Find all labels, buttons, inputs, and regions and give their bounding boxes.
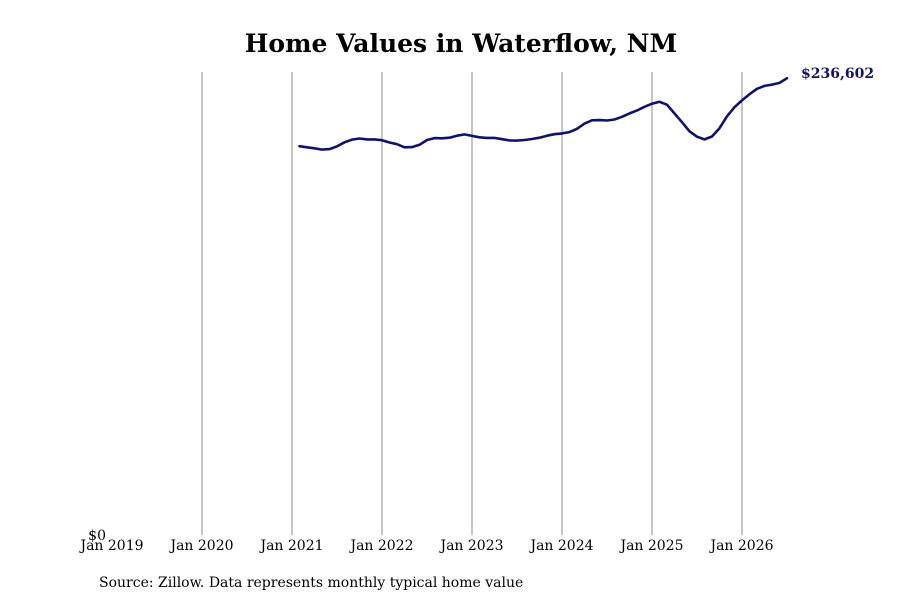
data-point (606, 119, 608, 122)
data-point (501, 138, 503, 141)
x-tick-label: Jan 2025 (618, 538, 683, 554)
data-point (306, 146, 308, 149)
data-point (733, 106, 736, 109)
data-point (561, 132, 563, 135)
data-point (681, 121, 683, 124)
data-point (553, 133, 556, 136)
data-point (763, 84, 766, 87)
vertical-gridlines (201, 72, 743, 535)
data-point (366, 138, 368, 141)
x-tick-label: Jan 2023 (438, 538, 503, 554)
data-point (598, 119, 601, 122)
data-point (403, 146, 406, 149)
data-point (756, 87, 758, 90)
x-tick-label: Jan 2026 (708, 538, 773, 554)
x-tick-label: Jan 2024 (528, 538, 593, 554)
data-point (583, 122, 586, 125)
data-point (298, 145, 301, 148)
data-point (531, 138, 533, 140)
data-point (621, 115, 623, 118)
chart-title: Home Values in Waterflow, NM (245, 29, 677, 58)
data-point (636, 109, 638, 112)
data-point (651, 102, 653, 105)
data-point (718, 127, 721, 130)
data-point (493, 136, 496, 139)
x-tick-label: Jan 2021 (258, 538, 323, 554)
data-point (591, 119, 593, 122)
data-point (771, 83, 773, 86)
series-layer (298, 76, 789, 151)
x-tick-label: Jan 2019 (78, 538, 143, 554)
data-point (673, 112, 676, 115)
data-point (696, 135, 698, 138)
data-point (396, 143, 398, 146)
data-point (328, 148, 331, 151)
data-point (688, 130, 691, 133)
data-point (786, 77, 788, 80)
data-point (456, 134, 458, 137)
x-tick-label: Jan 2022 (348, 538, 413, 554)
data-point (463, 133, 466, 136)
x-axis-tick-labels: Jan 2019 Jan 2020 Jan 2021 Jan 2022 Jan 2023… (78, 538, 773, 554)
data-point (411, 146, 413, 149)
data-point (321, 148, 323, 151)
data-point (523, 139, 526, 141)
data-point (388, 141, 391, 144)
data-point (381, 139, 383, 142)
data-point (628, 112, 631, 115)
data-point (613, 118, 616, 121)
data-point (373, 138, 376, 141)
data-point (433, 137, 436, 140)
data-point (778, 81, 781, 84)
data-point (741, 99, 743, 102)
data-point (568, 131, 571, 134)
series-line (298, 76, 789, 151)
last-value-label: $236,602 (801, 66, 874, 82)
data-point (726, 115, 728, 118)
data-point (658, 100, 661, 103)
data-point (538, 136, 541, 139)
data-point (441, 137, 443, 140)
data-point (576, 127, 578, 130)
data-point (486, 136, 488, 139)
data-point (448, 136, 451, 139)
data-point (313, 147, 316, 150)
x-tick-label: Jan 2020 (168, 538, 233, 554)
data-point (426, 139, 428, 141)
data-point (516, 139, 518, 142)
data-point (748, 93, 751, 96)
data-point (471, 134, 473, 137)
source-note: Source: Zillow. Data represents monthly … (99, 575, 523, 591)
data-point (643, 105, 646, 108)
data-point (336, 145, 338, 148)
data-point (666, 103, 668, 106)
data-point (546, 134, 548, 137)
data-point (478, 136, 481, 139)
data-point (351, 138, 353, 141)
data-point (418, 143, 421, 146)
data-point (343, 141, 346, 144)
data-point (358, 137, 361, 140)
y-axis-zero-label: $0 (88, 528, 106, 544)
data-point (711, 135, 713, 138)
data-point (703, 138, 706, 141)
data-point (508, 139, 511, 142)
